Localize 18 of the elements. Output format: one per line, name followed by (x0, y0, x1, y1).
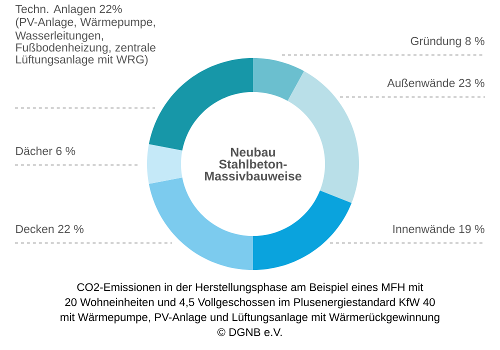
text: CO2-Emissionen in der Herstellungsphase am Beispiel eines MFH mit (77, 282, 424, 294)
text: mit Wärmepumpe, PV-Anlage und Lüftungsanlage mit Wärmerückgewinnung (60, 312, 440, 324)
slice-label: Gründung (410, 36, 461, 48)
data-label: 22 % (58, 224, 84, 234)
slice-label: Decken (16, 224, 54, 234)
data-label: 23 % (459, 78, 484, 88)
text: © DGNB e.V. (217, 328, 282, 336)
slice-label: Innenwände (393, 224, 455, 234)
text: 20 Wohneinheiten und 4,5 Vollgeschossen im Plusenergiestandard KfW 40 (65, 298, 435, 308)
slice-label: Außenwände (387, 78, 455, 88)
data-label: 6 % (56, 146, 76, 156)
data-label: 19 % (459, 224, 484, 234)
slice-label: Techn. Anlagen (15, 4, 96, 16)
text: Neubau Stahlbeton-Massivbauweise (205, 147, 302, 181)
text: (PV-Anlage, Wärmepumpe, Wasserleitungen, Fußbodenheizung, zentrale Lüftungsanlage mit WRG) (15, 18, 156, 66)
slice-label: Dächer (16, 146, 52, 156)
data-label: 8 % (465, 36, 484, 46)
data-label: 22% (100, 4, 122, 14)
